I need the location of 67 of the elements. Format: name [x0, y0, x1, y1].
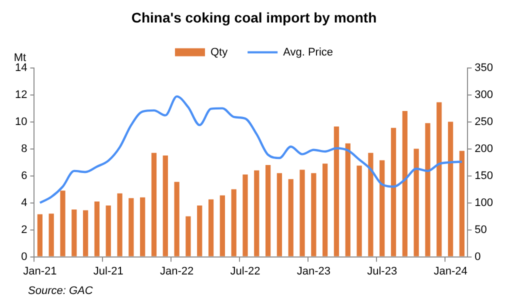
bar [186, 216, 191, 256]
bar [288, 179, 294, 256]
y-tick-label: 6 [21, 170, 28, 182]
bar [425, 123, 430, 256]
bar [242, 174, 248, 256]
bar [208, 199, 214, 256]
y-tick-label: 12 [14, 88, 28, 101]
bar [117, 193, 122, 256]
bar [345, 143, 350, 256]
bar [60, 190, 66, 256]
y2-tick-label: 50 [474, 224, 487, 236]
bar [151, 152, 157, 256]
bar [140, 197, 146, 256]
bar [82, 210, 88, 256]
x-tick-label: Jan-23 [296, 265, 330, 278]
chart-title: China's coking coal import by month [131, 9, 377, 26]
bar [220, 195, 225, 256]
bar [265, 165, 271, 256]
bar [459, 150, 465, 256]
y-axis-title: Mt [14, 52, 26, 64]
bar [322, 164, 328, 256]
bar [128, 198, 134, 256]
bar [197, 206, 202, 256]
legend-label: Avg. Price [283, 46, 334, 58]
legend-label: Qty [210, 46, 228, 58]
bar [414, 148, 419, 256]
y2-tick-label: 300 [474, 88, 494, 101]
x-tick-label: Jan-22 [160, 265, 194, 278]
bar [106, 206, 111, 256]
y-tick-label: 10 [14, 116, 28, 128]
bar [37, 214, 43, 256]
y2-tick-label: 200 [474, 142, 494, 155]
y-tick-label: 2 [21, 224, 28, 236]
y-tick-label: 4 [21, 196, 28, 209]
source-note: Source: GAC [28, 285, 93, 298]
y2-tick-label: 0 [474, 250, 481, 263]
y2-tick-label: 250 [474, 116, 494, 128]
bar [48, 214, 54, 256]
x-tick-label: Jan-21 [23, 265, 57, 278]
bar [402, 111, 408, 256]
y2-tick-label: 350 [474, 62, 494, 74]
x-tick-label: Jul-21 [93, 265, 124, 278]
x-tick-label: Jan-24 [434, 265, 468, 278]
bar [174, 182, 180, 256]
x-tick-label: Jul-23 [367, 265, 398, 278]
bar [436, 102, 442, 256]
x-tick-label: Jul-22 [230, 265, 260, 278]
y-tick-label: 14 [14, 62, 28, 74]
bar [380, 160, 385, 256]
bar [276, 173, 282, 256]
bar [368, 152, 374, 256]
bar [390, 128, 396, 256]
y-tick-label: 8 [21, 142, 28, 155]
bar [311, 173, 316, 256]
bar [448, 122, 454, 256]
bar [231, 189, 236, 256]
y2-tick-label: 100 [474, 196, 494, 209]
line-series [38, 95, 464, 204]
bar [334, 126, 340, 256]
bar [94, 201, 100, 256]
bar [254, 170, 260, 256]
bar [72, 210, 77, 256]
y-tick-label: 0 [21, 250, 28, 263]
y2-tick-label: 150 [474, 170, 494, 182]
bar [162, 156, 168, 256]
bar [300, 170, 305, 256]
bar [356, 166, 362, 256]
